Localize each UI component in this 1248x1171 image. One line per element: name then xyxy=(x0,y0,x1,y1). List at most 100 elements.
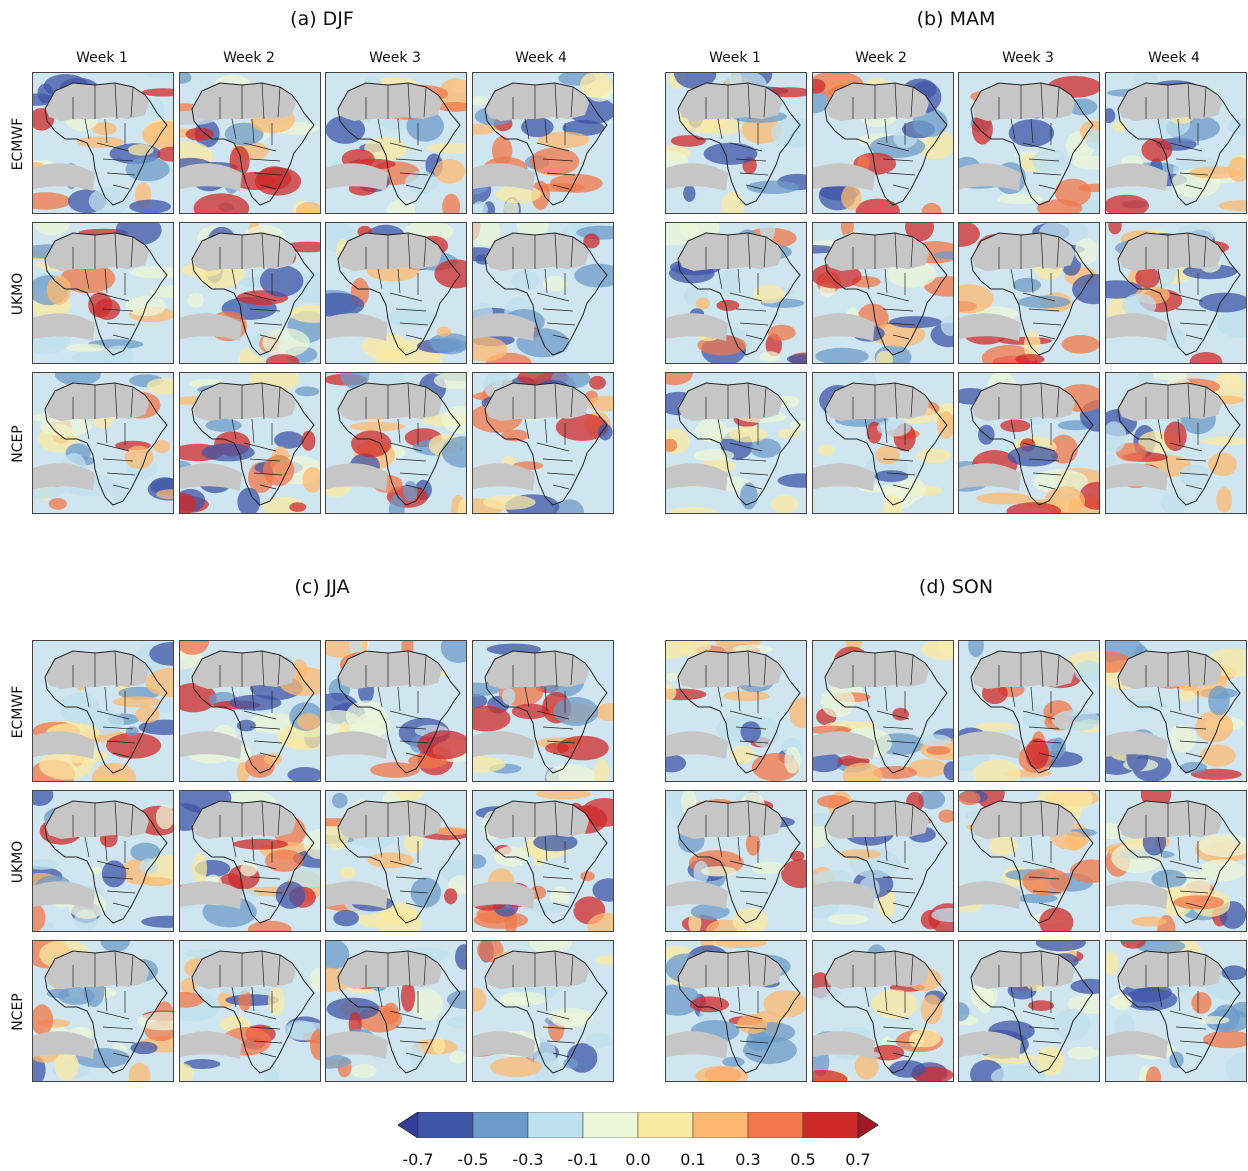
skill-blob xyxy=(1074,238,1098,265)
skill-blob xyxy=(1168,1051,1184,1069)
masked-ocean xyxy=(326,1031,388,1059)
skill-blob xyxy=(185,127,214,141)
skill-blob xyxy=(403,480,418,502)
skill-blob xyxy=(326,997,380,1021)
skill-blob xyxy=(434,259,466,289)
masked-ocean xyxy=(812,731,875,759)
colorbar-segment xyxy=(527,1112,584,1138)
skill-blob xyxy=(529,147,579,176)
skill-blob xyxy=(149,642,173,666)
skill-blob xyxy=(520,117,554,138)
map-svg xyxy=(812,791,953,931)
skill-blob xyxy=(1194,710,1233,743)
masked-ocean xyxy=(326,313,388,341)
map-svg xyxy=(1105,641,1246,781)
skill-blob xyxy=(820,687,855,718)
skill-blob xyxy=(1085,129,1099,149)
skill-blob xyxy=(1167,724,1197,753)
skill-blob xyxy=(1130,916,1167,927)
country-borders xyxy=(219,800,282,908)
map-cell xyxy=(471,372,614,514)
skill-blob xyxy=(1140,138,1172,162)
skill-blob xyxy=(1067,993,1099,1014)
skill-blob xyxy=(432,1037,446,1055)
masked-land xyxy=(1117,83,1222,121)
skill-blob xyxy=(715,941,767,949)
map-cell xyxy=(32,372,174,514)
country-borders xyxy=(365,82,429,190)
coastline xyxy=(44,382,168,506)
map-cell xyxy=(178,790,321,932)
skill-blob xyxy=(54,1050,79,1081)
map-svg xyxy=(666,73,806,213)
week-label: Week 3 xyxy=(1002,50,1054,66)
coastline xyxy=(337,800,461,924)
coastline xyxy=(677,232,801,356)
map-cell xyxy=(958,790,1100,932)
map-cell xyxy=(471,790,614,932)
skill-blob xyxy=(436,101,466,112)
country-borders xyxy=(512,800,575,908)
skill-blob xyxy=(972,759,1021,781)
skill-blob xyxy=(100,941,130,952)
masked-ocean xyxy=(666,313,728,341)
skill-blob xyxy=(597,423,612,441)
map-svg xyxy=(959,941,1099,1081)
map-cell xyxy=(471,940,614,1082)
skill-blob xyxy=(751,861,785,875)
skill-blob xyxy=(440,641,466,663)
skill-blob xyxy=(695,297,710,310)
skill-blob xyxy=(816,795,850,808)
skill-blob xyxy=(918,734,951,747)
coastline xyxy=(190,950,315,1074)
skill-blob xyxy=(767,324,796,341)
coastline xyxy=(44,800,168,924)
skill-blob xyxy=(124,445,154,469)
skill-blob xyxy=(1145,1066,1161,1081)
colorbar-high-arrow xyxy=(857,1112,878,1138)
coastline xyxy=(1116,950,1241,1074)
map-svg xyxy=(1105,941,1246,1081)
map-svg xyxy=(472,791,613,931)
coastline xyxy=(970,232,1094,356)
skill-blob xyxy=(187,293,204,308)
skill-blob xyxy=(432,338,466,355)
masked-land xyxy=(45,651,149,689)
skill-blob xyxy=(179,991,204,1008)
skill-blob xyxy=(273,431,304,449)
skill-blob xyxy=(528,941,572,954)
skill-blob xyxy=(1134,267,1160,289)
skill-blob xyxy=(1225,1052,1246,1081)
skill-blob xyxy=(442,193,461,213)
country-borders xyxy=(705,232,769,340)
skill-blob xyxy=(1054,178,1092,207)
skill-blob xyxy=(812,986,841,1001)
skill-blob xyxy=(472,336,508,362)
skill-blob xyxy=(1111,121,1127,132)
skill-blob xyxy=(982,1052,1038,1064)
skill-blob xyxy=(875,350,893,363)
masked-land xyxy=(338,801,442,839)
skill-blob xyxy=(1199,744,1236,767)
skill-blob xyxy=(259,265,303,297)
map-svg xyxy=(812,73,953,213)
masked-land xyxy=(678,383,782,421)
skill-blob xyxy=(871,989,918,1019)
week-label: Week 2 xyxy=(855,50,907,66)
skill-blob xyxy=(179,641,209,655)
skill-blob xyxy=(690,903,730,920)
country-borders xyxy=(705,82,769,190)
map-cell xyxy=(1104,940,1247,1082)
skill-blob xyxy=(364,137,407,161)
masked-land xyxy=(338,233,442,271)
skill-blob xyxy=(1107,223,1122,235)
map-cell xyxy=(325,372,467,514)
country-borders xyxy=(512,950,575,1058)
masked-ocean xyxy=(959,1031,1021,1059)
map-svg xyxy=(812,641,953,781)
colorbar-segment xyxy=(637,1112,694,1138)
skill-blob xyxy=(693,860,709,885)
skill-blob xyxy=(400,980,416,1012)
skill-blob xyxy=(1115,442,1147,462)
skill-blob xyxy=(1028,1000,1054,1011)
